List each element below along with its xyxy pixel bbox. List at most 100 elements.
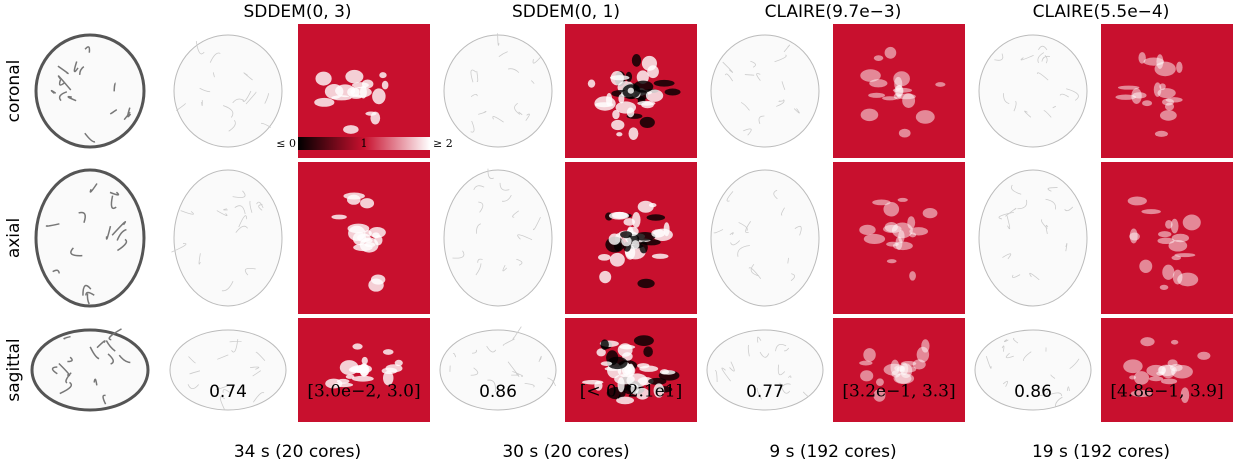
det-blob [885,47,897,59]
det-blob [1171,340,1178,345]
det-blob [1155,131,1168,137]
det-blob [343,125,359,134]
det-blob [350,94,362,98]
det-blob [601,361,612,366]
det-blob [916,110,935,124]
brain-outline [711,170,819,306]
det-blob [1142,100,1152,106]
det-blob [652,254,669,259]
det-blob [893,242,913,250]
det-blob [616,132,622,136]
colorbar-min: ≤ 0 [276,137,296,150]
det-blob [1139,260,1152,273]
det-blob [1169,240,1188,252]
brain-image [174,35,282,147]
det-blob [588,79,595,87]
det-blob [1171,365,1193,378]
det-blob [610,75,629,80]
det-blob [640,117,655,128]
det-blob [651,229,665,237]
det-blob [1183,215,1201,231]
det-blob [665,89,681,96]
column-title: CLAIRE(9.7e−3) [765,2,902,22]
det-blob [649,203,656,207]
det-blob [360,198,374,208]
det-blob [893,88,912,93]
det-blob [647,65,659,78]
det-blob [891,360,900,375]
det-blob [639,241,647,253]
det-blob [1174,253,1195,257]
det-blob [347,195,361,205]
det-blob [1162,265,1174,280]
det-blob [370,112,380,125]
det-blob [1141,209,1160,214]
timing-label: 34 s (20 cores) [234,442,361,462]
det-blob [1156,371,1164,375]
det-blob [634,335,654,346]
timing-label: 30 s (20 cores) [502,442,629,462]
score-label: 0.86 [1014,382,1052,402]
det-blob [902,93,915,108]
det-blob [368,278,383,291]
det-blob [860,370,873,381]
brain-image [32,329,148,410]
det-blob [661,370,675,375]
det-blob [898,198,908,202]
det-blob [1140,337,1154,346]
det-blob [1165,103,1174,111]
det-blob [921,339,929,352]
det-blob [601,339,609,350]
det-blob [598,254,611,261]
det-blob [316,72,332,86]
det-blob [610,253,625,267]
det-blob [859,225,875,235]
det-blob [637,279,654,288]
det-blob [863,348,875,361]
det-blob [633,81,653,93]
det-blob [1129,232,1140,240]
det-blob [609,234,621,245]
det-blob [1173,270,1183,285]
det-blob [901,361,916,366]
det-blob [869,79,887,87]
brain-outline [979,35,1087,147]
det-blob [314,98,334,107]
det-blob [1176,62,1182,73]
det-blob [1132,92,1146,98]
brain-image [711,35,819,147]
det-blob [1158,231,1171,237]
det-blob [627,107,634,117]
det-blob [1155,62,1176,77]
det-blob [379,72,386,78]
det-blob [639,366,658,372]
det-blob [629,127,639,140]
det-blob [909,271,916,281]
brain-outline [979,170,1087,306]
det-blob [372,88,385,104]
brain-image [979,170,1087,306]
det-blob [899,129,911,138]
det-blob [611,120,624,130]
det-blob [1128,196,1147,205]
column-title: SDDEM(0, 3) [243,2,351,22]
brain-outline [174,170,282,306]
det-blob [887,259,897,263]
det-blob [349,367,367,373]
det-blob [1138,52,1145,64]
det-blob [619,345,635,350]
row-label: coronal [4,60,24,123]
det-blob [935,82,945,87]
timing-label: 9 s (192 cores) [769,442,896,462]
det-blob [1160,110,1177,121]
det-blob [654,80,675,87]
det-blob [882,96,897,100]
det-blob [1166,97,1183,102]
det-blob [1118,86,1139,90]
det-blob [1160,285,1169,290]
score-label: 0.74 [209,382,247,402]
range-label: [< 0, 2.1e1] [580,382,682,402]
brain-outline [444,170,552,306]
det-blob [352,343,362,349]
det-blob [346,375,355,379]
